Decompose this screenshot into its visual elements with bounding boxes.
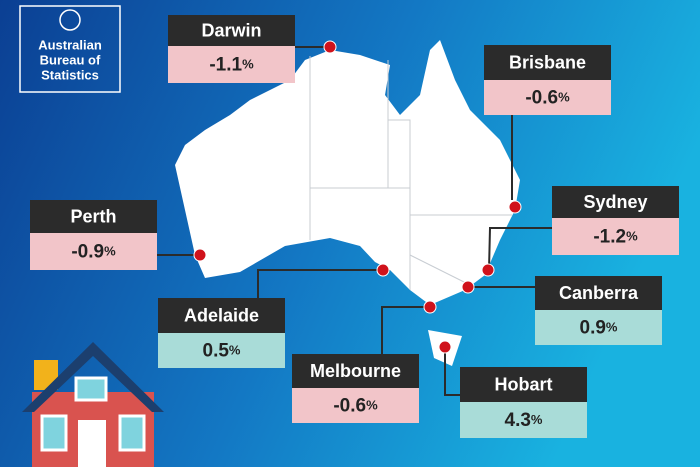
connector	[257, 269, 383, 298]
map	[175, 40, 520, 366]
change-value: -0.6	[525, 88, 558, 109]
logo-text: Australian	[38, 37, 102, 52]
value-box	[535, 310, 662, 345]
city-dot	[376, 263, 390, 277]
change-unit: %	[104, 244, 116, 259]
city-value: -1.2%	[593, 227, 638, 248]
city-name: Brisbane	[509, 52, 586, 72]
city-dot	[508, 200, 522, 214]
change-unit: %	[558, 90, 570, 105]
window	[74, 376, 108, 402]
city-dot	[423, 300, 437, 314]
change-value: -0.9	[71, 242, 104, 263]
callouts: Darwin -1.1% Brisbane -0.6% Perth -0.9% Sydney…	[30, 15, 679, 438]
change-unit: %	[606, 320, 618, 335]
value-box	[168, 46, 295, 83]
value-box	[484, 80, 611, 115]
change-value: 0.5	[203, 341, 230, 362]
connector	[444, 347, 460, 396]
window	[118, 414, 146, 452]
change-value: -1.1	[209, 55, 242, 76]
change-unit: %	[366, 398, 378, 413]
city-value: -1.1%	[209, 55, 254, 76]
value-box	[292, 388, 419, 423]
name-box	[460, 367, 587, 402]
name-box	[30, 200, 157, 233]
name-box	[168, 15, 295, 46]
city-name: Sydney	[583, 192, 647, 212]
logo-frame	[19, 5, 121, 93]
city-name: Adelaide	[184, 305, 259, 325]
name-box	[535, 276, 662, 310]
connector	[488, 227, 552, 271]
change-unit: %	[229, 343, 241, 358]
name-box	[552, 186, 679, 218]
value-box	[158, 333, 285, 368]
mainland	[175, 40, 520, 305]
city-value: -0.6%	[525, 88, 570, 109]
value-box	[552, 218, 679, 255]
city-value: 0.9%	[580, 318, 618, 339]
name-box	[292, 354, 419, 388]
city-value: -0.6%	[333, 396, 378, 417]
window	[40, 414, 68, 452]
city-value: 4.3%	[505, 410, 543, 431]
city-name: Melbourne	[310, 361, 401, 381]
border	[388, 119, 411, 290]
roof	[22, 342, 164, 412]
border	[409, 254, 471, 286]
city-name: Perth	[70, 206, 116, 226]
change-unit: %	[531, 412, 543, 427]
city-name: Darwin	[201, 20, 261, 40]
value-box	[30, 233, 157, 270]
city-value: -0.9%	[71, 242, 116, 263]
name-box	[484, 45, 611, 80]
change-value: -0.6	[333, 396, 366, 417]
city-name: Canberra	[559, 283, 639, 303]
change-value: 4.3	[505, 410, 531, 431]
logo: Australian Bureau of Statistics	[19, 5, 121, 93]
door	[78, 420, 106, 467]
city-dot	[323, 40, 337, 54]
city-value: 0.5%	[203, 341, 241, 362]
name-box	[158, 298, 285, 333]
city-dot	[461, 280, 475, 294]
city-name: Hobart	[495, 374, 553, 394]
logo-text: Bureau of	[40, 52, 101, 67]
city-dot	[438, 340, 452, 354]
value-box	[460, 402, 587, 438]
house	[22, 342, 164, 467]
city-dot	[193, 248, 207, 262]
connector	[381, 306, 430, 354]
change-unit: %	[626, 229, 638, 244]
city-dot	[481, 263, 495, 277]
change-value: -1.2	[593, 227, 626, 248]
change-unit: %	[242, 57, 254, 72]
change-value: 0.9	[580, 318, 606, 339]
crest	[59, 9, 81, 31]
logo-text: Statistics	[41, 67, 99, 82]
